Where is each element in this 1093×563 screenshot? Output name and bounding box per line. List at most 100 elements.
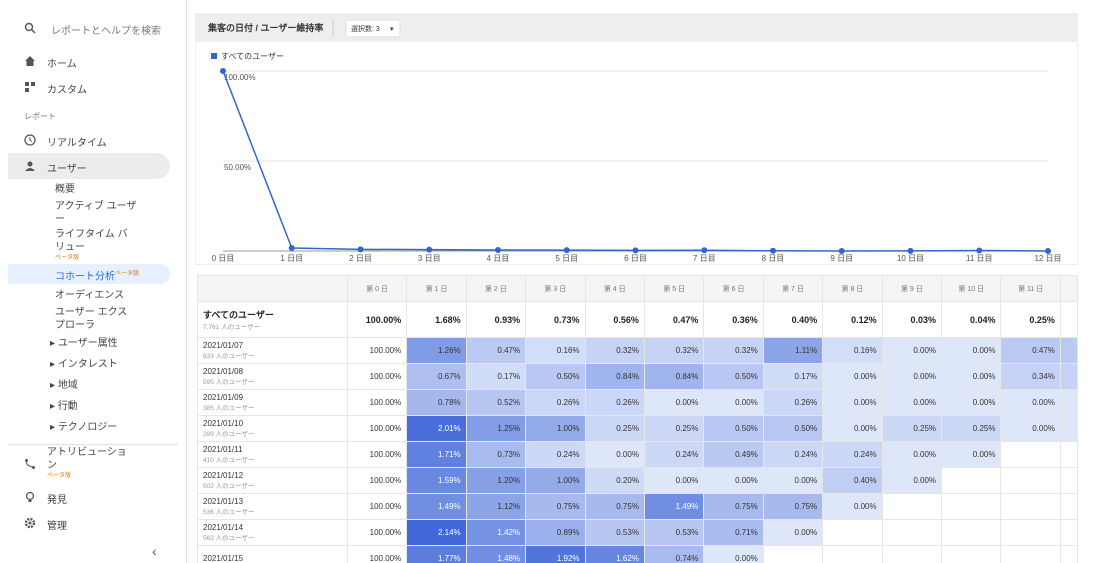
divider — [8, 444, 178, 445]
empty-cell — [1000, 519, 1061, 546]
retention-cell: 0.75% — [584, 493, 645, 520]
nav-group[interactable]: ▸ インタレスト — [50, 359, 118, 370]
y-tick-label: 50.00% — [224, 163, 251, 172]
retention-cell: 100.00% — [346, 415, 408, 442]
retention-cell: 0.32% — [643, 337, 705, 364]
retention-cell: 0.00% — [703, 545, 764, 563]
data-point — [632, 247, 639, 254]
retention-cell: 0.50% — [762, 415, 824, 442]
cohort-row: 2021/01/09 385 人のユーザー 100.00% 0.78% 0.52% 0.2… — [197, 389, 1078, 416]
x-tick-label: 1 日目 — [280, 254, 303, 263]
data-point — [770, 247, 776, 254]
retention-cell: 0.50% — [703, 363, 764, 390]
x-tick-label: 4 日目 — [487, 254, 510, 263]
data-point — [838, 247, 845, 254]
retention-cell: 100.00% — [346, 493, 408, 520]
admin-icon — [24, 517, 36, 529]
nav-group[interactable]: ▸ 地域 — [50, 380, 78, 391]
retention-cell: 0.00% — [643, 467, 705, 494]
retention-cell: 0.52% — [465, 389, 527, 416]
nav-user[interactable]: ユーザー — [47, 164, 87, 175]
edge-cell — [1059, 545, 1078, 563]
retention-cell: 0.03% — [881, 301, 943, 338]
retention-cell: 1.48% — [465, 545, 527, 563]
retention-cell: 0.89% — [525, 519, 586, 546]
retention-cell: 0.50% — [703, 415, 764, 442]
segment-name: すべてのユーザー — [203, 310, 274, 320]
x-tick-label: 10 日目 — [897, 254, 924, 263]
retention-cell: 1.11% — [762, 337, 824, 364]
header-cell: 第 7 日 — [762, 275, 824, 302]
edge-cell — [1059, 301, 1078, 338]
retention-cell: 0.25% — [584, 415, 645, 442]
retention-cell: 0.00% — [881, 389, 943, 416]
nav-sub-active[interactable]: コホート分析ベータ版 — [55, 268, 165, 283]
empty-cell — [941, 467, 1002, 494]
header-cell: 第 5 日 — [643, 275, 705, 302]
retention-cell: 0.17% — [465, 363, 527, 390]
nav-sub[interactable]: 概要 — [55, 184, 75, 195]
nav-admin[interactable]: 管理 — [47, 521, 67, 532]
retention-cell: 2.14% — [406, 519, 467, 546]
row-label-cell: 2021/01/07 633 人のユーザー — [197, 337, 348, 364]
chart-header — [196, 14, 1077, 42]
header-cell — [197, 275, 348, 302]
user-count: 536 人のユーザー — [203, 509, 255, 516]
edge-cell — [1059, 493, 1078, 520]
nav-attribution[interactable]: アトリビューションベータ版 — [47, 446, 127, 480]
empty-cell — [881, 519, 943, 546]
retention-cell: 100.00% — [346, 389, 408, 416]
cohort-date: 2021/01/12 — [203, 471, 244, 480]
header-cell: 第 4 日 — [584, 275, 645, 302]
row-label-cell: 2021/01/08 595 人のユーザー — [197, 363, 348, 390]
retention-cell: 0.00% — [881, 441, 943, 468]
header-cell: 第 8 日 — [822, 275, 883, 302]
nav-discover[interactable]: 発見 — [47, 495, 67, 506]
nav-group[interactable]: ▸ ユーザー属性 — [50, 338, 118, 349]
search-box[interactable]: レポートとヘルプを検索 — [51, 26, 161, 37]
retention-cell: 0.00% — [703, 467, 764, 494]
retention-cell: 0.24% — [762, 441, 824, 468]
retention-cell: 0.36% — [703, 301, 764, 338]
beta-badge: ベータ版 — [47, 473, 72, 479]
nav-sub[interactable]: アクティブ ユーザー — [55, 201, 137, 225]
collapse-button[interactable]: ‹ — [152, 543, 157, 559]
header-cell: 第 6 日 — [703, 275, 764, 302]
retention-cell: 0.00% — [1000, 389, 1061, 416]
retention-cell: 0.00% — [941, 441, 1002, 468]
nav-group[interactable]: ▸ テクノロジー — [50, 422, 118, 433]
retention-cell: 0.71% — [703, 519, 764, 546]
data-point — [701, 247, 708, 254]
edge-cell — [1059, 337, 1078, 364]
retention-cell: 0.26% — [762, 389, 824, 416]
nav-label: インタレスト — [57, 359, 118, 370]
data-point — [495, 246, 501, 253]
retention-cell: 0.00% — [703, 389, 764, 416]
nav-realtime[interactable]: リアルタイム — [47, 138, 107, 149]
nav-group[interactable]: ▸ 行動 — [50, 401, 78, 412]
row-label-cell: 2021/01/14 562 人のユーザー — [197, 519, 348, 546]
retention-cell: 0.00% — [941, 363, 1002, 390]
nav-sub[interactable]: ユーザー エクスプローラ — [55, 307, 128, 331]
header-row: 第 0 日第 1 日第 2 日第 3 日第 4 日第 5 日第 6 日第 7 日… — [197, 275, 1078, 302]
sidebar: レポートとヘルプを検索 ホーム カスタム レポート リアルタイム ユーザー 概要… — [0, 0, 187, 563]
nav-highlight — [8, 153, 170, 179]
cohort-row: 2021/01/13 536 人のユーザー 100.00% 1.49% 1.12% 0.7… — [197, 493, 1078, 520]
user-count: 7,761 人のユーザー — [203, 324, 260, 331]
data-point — [907, 247, 914, 254]
nav-sub[interactable]: ライフタイム バリュー ベータ版 — [55, 228, 137, 262]
nav-custom[interactable]: カスタム — [47, 85, 87, 96]
cohort-row: 2021/01/10 399 人のユーザー 100.00% 2.01% 1.25% 1.0… — [197, 415, 1078, 442]
nav-home[interactable]: ホーム — [47, 59, 77, 70]
selection-dropdown[interactable] — [345, 19, 401, 38]
nav-label: アトリビューション — [47, 447, 127, 471]
row-label-cell: 2021/01/10 399 人のユーザー — [197, 415, 348, 442]
retention-cell: 0.53% — [584, 519, 645, 546]
nav-sub[interactable]: オーディエンス — [55, 290, 125, 301]
legend-label: すべてのユーザー — [221, 52, 284, 61]
retention-cell: 100.00% — [346, 363, 408, 390]
cohort-date: 2021/01/15 — [203, 554, 244, 563]
retention-cell: 1.49% — [406, 493, 467, 520]
retention-cell: 0.00% — [584, 441, 645, 468]
x-tick-label: 0 日目 — [212, 254, 235, 263]
